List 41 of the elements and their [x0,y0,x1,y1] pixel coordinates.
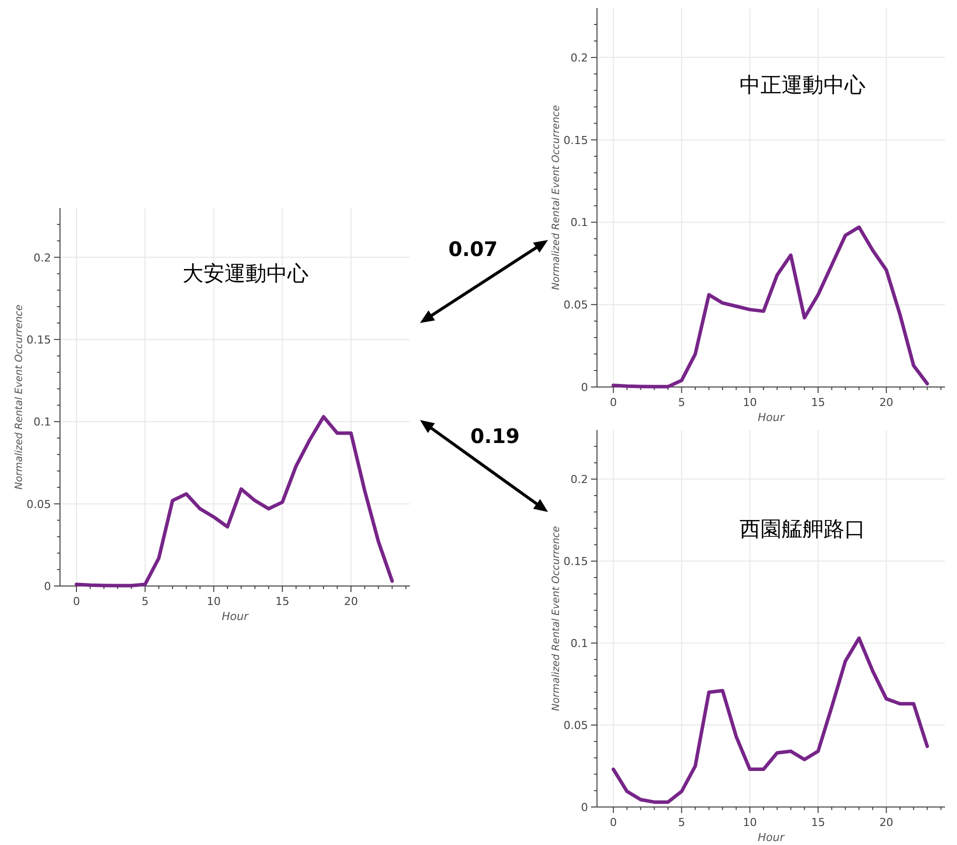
x-tick-label: 0 [72,595,80,608]
x-tick-label: 5 [678,816,686,829]
y-axis-title: Normalized Rental Event Occurrence [551,105,562,290]
x-tick-label: 15 [811,816,826,829]
x-tick-label: 20 [879,396,894,409]
x-tick-label: 10 [742,816,757,829]
y-tick-label: 0 [581,381,588,394]
y-tick-label: 0.15 [564,555,588,568]
text: 0.19 [470,424,520,448]
y-tick-label: 0.1 [570,216,588,230]
y-tick-label: 0.2 [570,473,588,486]
x-tick-label: 10 [206,595,221,608]
y-tick-label: 0 [581,801,588,814]
y-tick-label: 0.05 [564,298,588,312]
y-tick-label: 0.05 [26,498,51,511]
y-axis-title: Normalized Rental Event Occurrence [551,526,562,711]
y-tick-label: 0.15 [564,134,588,147]
x-tick-label: 15 [811,396,826,409]
y-axis-title: Normalized Rental Event Occurrence [14,304,25,490]
x-axis-title: Hour [758,831,786,844]
y-tick-label: 0.2 [34,251,51,264]
x-axis-title: Hour [758,411,786,424]
y-tick-label: 0.15 [26,333,51,346]
x-axis-title: Hour [222,610,250,623]
x-tick-label: 15 [275,595,290,608]
text: 西園艋舺路口 [739,517,866,542]
x-tick-label: 20 [344,595,358,608]
x-tick-label: 20 [879,816,894,829]
y-tick-label: 0.1 [570,637,588,650]
text: 中正運動中心 [739,72,866,97]
y-tick-label: 0 [44,580,51,593]
x-tick-label: 10 [742,396,757,409]
y-tick-label: 0.05 [564,719,588,732]
y-tick-label: 0.1 [34,416,51,429]
text: 大安運動中心 [182,261,308,286]
text: 0.07 [448,237,498,261]
x-tick-label: 5 [142,595,149,608]
x-tick-label: 5 [678,396,686,409]
x-tick-label: 0 [610,816,617,829]
x-tick-label: 0 [610,396,617,409]
y-tick-label: 0.2 [570,51,588,64]
